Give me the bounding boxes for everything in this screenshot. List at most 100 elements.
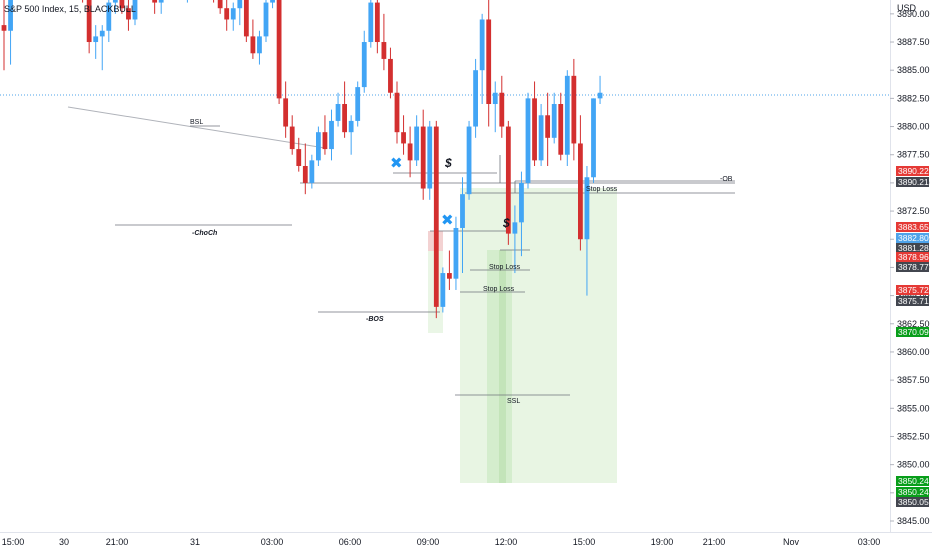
candle-body[interactable] xyxy=(335,104,341,121)
candle-body[interactable] xyxy=(289,126,295,150)
trend-line[interactable] xyxy=(67,106,326,149)
candle-body[interactable] xyxy=(361,42,367,88)
x-tick-label: 31 xyxy=(190,537,200,547)
candle-body[interactable] xyxy=(283,98,289,127)
candle-body[interactable] xyxy=(263,2,269,37)
candle-body[interactable] xyxy=(152,0,158,3)
candle-body[interactable] xyxy=(257,36,262,54)
candle-body[interactable] xyxy=(119,0,125,9)
candle-body[interactable] xyxy=(374,2,380,43)
candle-body[interactable] xyxy=(571,75,577,144)
candle-body[interactable] xyxy=(447,273,452,279)
candle-body[interactable] xyxy=(1,25,7,31)
candle-body[interactable] xyxy=(158,0,164,3)
candle-body[interactable] xyxy=(486,19,492,105)
candle-body[interactable] xyxy=(106,2,112,31)
candle-body[interactable] xyxy=(368,2,374,43)
candle-body[interactable] xyxy=(224,8,230,20)
candle-body[interactable] xyxy=(591,98,596,178)
candle-body[interactable] xyxy=(578,143,583,240)
candle-body[interactable] xyxy=(551,104,557,138)
candle-body[interactable] xyxy=(276,0,282,99)
candle-body[interactable] xyxy=(453,227,459,279)
candle-body[interactable] xyxy=(126,8,131,20)
price-badge xyxy=(896,222,929,232)
candle-body[interactable] xyxy=(519,182,524,223)
candle-body[interactable] xyxy=(584,177,590,240)
candle-body[interactable] xyxy=(217,0,223,9)
candle-body[interactable] xyxy=(407,143,413,161)
candle-body[interactable] xyxy=(420,126,426,189)
price-badge xyxy=(896,243,929,253)
candle-body[interactable] xyxy=(492,92,498,105)
cross-marker[interactable]: ✖ xyxy=(390,155,403,172)
candle-body[interactable] xyxy=(394,92,400,133)
candle-body[interactable] xyxy=(473,70,478,127)
y-tick-label: 3882.50 xyxy=(897,93,930,103)
candle-body[interactable] xyxy=(309,160,315,183)
candle-body[interactable] xyxy=(132,0,138,20)
price-badge xyxy=(896,262,929,272)
price-badge xyxy=(896,327,929,337)
price-badge-label: 3890.21 xyxy=(898,177,929,187)
x-tick-label: 30 xyxy=(59,537,69,547)
candle-body[interactable] xyxy=(538,115,544,161)
candle-body[interactable] xyxy=(230,8,236,20)
candle-body[interactable] xyxy=(250,36,256,54)
candle-body[interactable] xyxy=(433,126,439,307)
candle-body[interactable] xyxy=(388,58,393,93)
candle-body[interactable] xyxy=(414,126,420,161)
cross-marker[interactable]: ✖ xyxy=(441,212,454,229)
y-tick-label: 3860.00 xyxy=(897,347,930,357)
candle-body[interactable] xyxy=(545,115,551,138)
candle-body[interactable] xyxy=(355,87,361,121)
candle-body[interactable] xyxy=(505,126,511,234)
candle-body[interactable] xyxy=(499,92,505,127)
candle-body[interactable] xyxy=(512,222,518,234)
price-badge xyxy=(896,476,929,486)
candle-body[interactable] xyxy=(558,104,564,155)
candle-body[interactable] xyxy=(302,165,308,183)
candle-body[interactable] xyxy=(479,19,485,71)
candle-body[interactable] xyxy=(342,104,347,133)
candle-body[interactable] xyxy=(316,132,321,161)
candle-body[interactable] xyxy=(597,92,603,99)
dollar-marker[interactable]: $ xyxy=(502,216,510,230)
candle-body[interactable] xyxy=(112,0,118,3)
candle-body[interactable] xyxy=(99,30,105,37)
candle-body[interactable] xyxy=(427,126,433,189)
y-tick-label: 3845.00 xyxy=(897,516,930,526)
candle-body[interactable] xyxy=(243,0,249,37)
candle-body[interactable] xyxy=(532,98,537,161)
candle-body[interactable] xyxy=(93,36,99,43)
candle-body[interactable] xyxy=(440,273,446,307)
y-tick-label: 3872.50 xyxy=(897,206,930,216)
candle-body[interactable] xyxy=(237,0,243,9)
candle-body[interactable] xyxy=(296,149,302,166)
candle-body[interactable] xyxy=(564,75,570,155)
stop-loss-label: Stop Loss xyxy=(586,186,618,193)
candle-body[interactable] xyxy=(270,0,275,3)
y-tick-label: 3877.50 xyxy=(897,150,930,160)
candle-body[interactable] xyxy=(460,194,465,228)
x-tick-label: 15:00 xyxy=(573,537,596,547)
candle-body[interactable] xyxy=(466,126,472,195)
stop-loss-label: Stop Loss xyxy=(489,264,521,271)
x-tick-label: 03:00 xyxy=(261,537,284,547)
price-badge-label: 3850.24 xyxy=(898,476,929,486)
y-tick-label: 3890.00 xyxy=(897,9,930,19)
candle-body[interactable] xyxy=(86,0,92,43)
dollar-marker[interactable]: $ xyxy=(444,156,452,170)
candle-body[interactable] xyxy=(348,120,354,133)
candle-body[interactable] xyxy=(322,132,328,150)
y-tick-label: 3852.50 xyxy=(897,431,930,441)
target-zone[interactable] xyxy=(460,188,617,483)
y-tick-label: 3887.50 xyxy=(897,37,930,47)
candle-body[interactable] xyxy=(8,0,13,31)
candle-body[interactable] xyxy=(525,98,531,183)
candle-body[interactable] xyxy=(329,120,334,150)
candle-body[interactable] xyxy=(401,132,406,144)
candle-body[interactable] xyxy=(381,42,387,59)
